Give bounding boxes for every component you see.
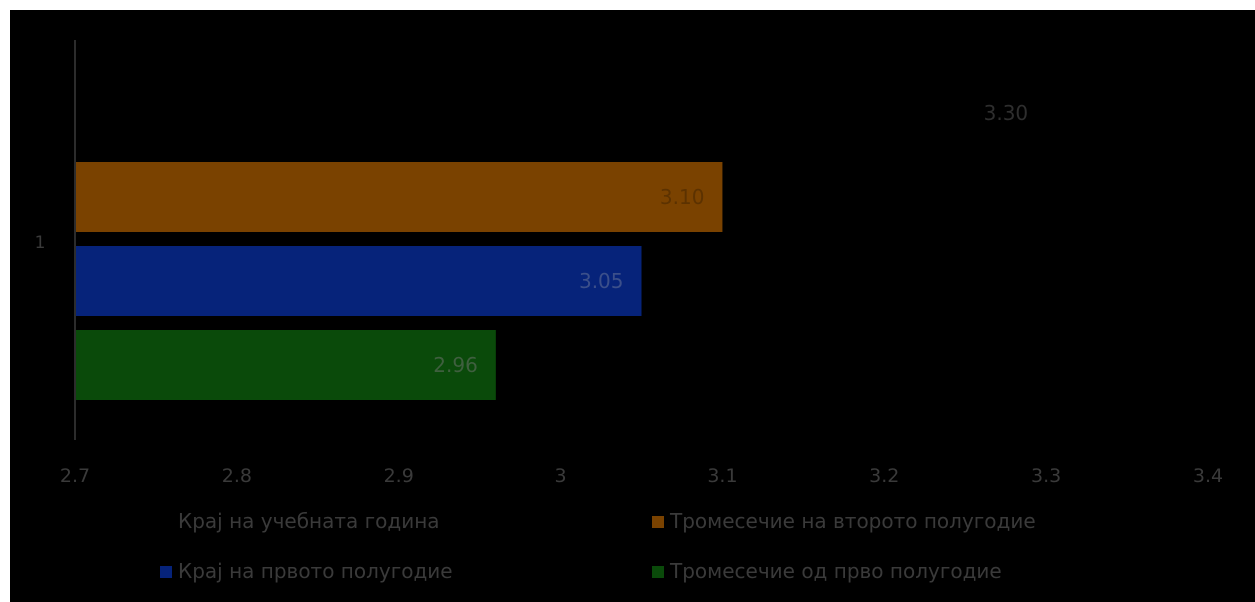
category-label: 1 — [35, 233, 46, 253]
bar-series-2 — [75, 162, 723, 232]
legend: Крај на учебната година Тромесечие на вто… — [160, 509, 1036, 583]
x-tick-label: 3.3 — [1031, 465, 1061, 487]
legend-swatch-3 — [160, 566, 172, 578]
legend-label-3: Крај на првото полугодие — [178, 559, 453, 583]
legend-label-1: Крај на учебната година — [178, 509, 440, 533]
x-tick-label: 3.2 — [869, 465, 899, 487]
bars-group: 3.30 3.10 3.05 2.96 — [75, 78, 1047, 400]
x-tick-label: 3 — [555, 465, 567, 487]
legend-label-4: Тромесечие од прво полугодие — [669, 559, 1002, 583]
x-tick-label: 2.8 — [222, 465, 252, 487]
bar-series-3 — [75, 246, 642, 316]
x-tick-label: 3.1 — [707, 465, 737, 487]
bar-series-4 — [75, 330, 496, 400]
bar-series-1 — [75, 78, 1047, 148]
data-label-series-1: 3.30 — [984, 101, 1029, 125]
x-tick-label: 2.9 — [384, 465, 414, 487]
legend-label-2: Тромесечие на второто полугодие — [669, 509, 1036, 533]
category-labels: 1 — [35, 233, 46, 253]
x-tick-label: 3.4 — [1193, 465, 1223, 487]
legend-swatch-4 — [652, 566, 664, 578]
data-label-series-2: 3.10 — [660, 185, 705, 209]
x-tick-labels: 2.7 2.8 2.9 3 3.1 3.2 3.3 3.4 — [60, 465, 1223, 487]
data-label-series-3: 3.05 — [579, 269, 624, 293]
legend-swatch-2 — [652, 516, 664, 528]
x-tick-label: 2.7 — [60, 465, 90, 487]
legend-swatch-1 — [160, 516, 172, 528]
data-label-series-4: 2.96 — [433, 353, 478, 377]
